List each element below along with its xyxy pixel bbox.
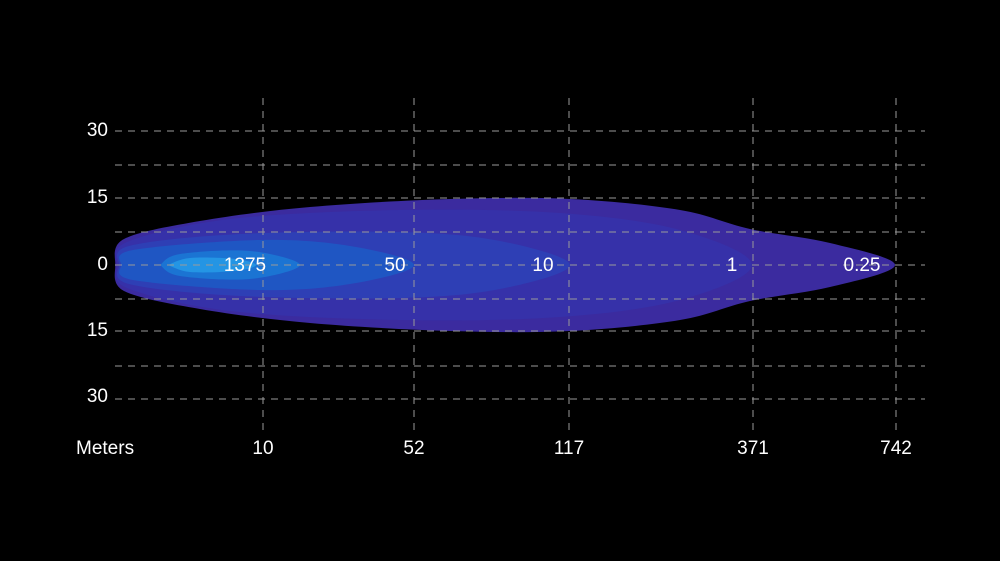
y-label: 15 [87,320,108,341]
contour-label: 1 [727,255,738,276]
x-label: 52 [403,438,424,459]
x-axis-label: Meters [76,438,134,459]
x-label: 117 [554,438,584,459]
contour-label: 50 [384,255,405,276]
y-label: 30 [87,120,108,141]
x-label: 10 [252,438,273,459]
contour-label: 0.25 [844,255,881,276]
y-label: 30 [87,386,108,407]
y-label: 0 [97,254,108,275]
contour-label: 10 [532,255,553,276]
x-label: 371 [737,438,769,459]
x-label: 742 [880,438,912,459]
y-label: 15 [87,187,108,208]
contour-label: 1375 [224,255,266,276]
